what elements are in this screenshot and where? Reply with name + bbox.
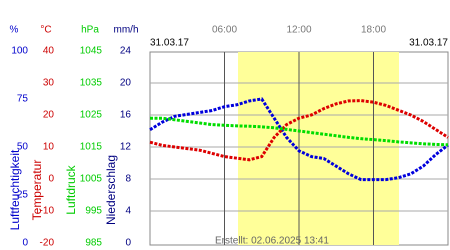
y-tick-label: 1025 bbox=[80, 110, 103, 121]
y-tick-label: 0 bbox=[22, 238, 28, 249]
axis-unit: % bbox=[10, 25, 19, 36]
y-tick-label: 1035 bbox=[80, 78, 103, 89]
y-tick-label: 1045 bbox=[80, 46, 103, 57]
y-tick-label: 0 bbox=[125, 238, 131, 249]
y-tick-label: 1015 bbox=[80, 142, 103, 153]
daylight bbox=[238, 52, 399, 245]
y-tick-label: 75 bbox=[17, 94, 29, 105]
y-tick-label: 30 bbox=[43, 78, 55, 89]
series-line bbox=[150, 116, 449, 147]
y-tick-label: 12 bbox=[120, 142, 132, 153]
series-line bbox=[149, 97, 449, 182]
series-line bbox=[149, 99, 449, 162]
y-tick-label: 50 bbox=[17, 142, 29, 153]
y-tick-label: 0 bbox=[48, 174, 54, 185]
x-tick-label: 18:00 bbox=[361, 25, 386, 36]
y-tick-label: 25 bbox=[17, 190, 29, 201]
x-tick-label: 06:00 bbox=[212, 25, 237, 36]
y-tick-label: 985 bbox=[85, 238, 102, 249]
x-tick-label: 12:00 bbox=[286, 25, 311, 36]
axis-unit: °C bbox=[40, 25, 51, 36]
axis-unit: hPa bbox=[81, 25, 99, 36]
y-tick-label: 24 bbox=[120, 46, 132, 57]
y-tick-label: 4 bbox=[125, 206, 131, 217]
axis-unit: mm/h bbox=[114, 25, 139, 36]
date-left: 31.03.17 bbox=[150, 38, 189, 49]
axis-title: Luftfeuchtigkeit bbox=[8, 149, 22, 230]
y-tick-label: 1005 bbox=[80, 174, 103, 185]
y-tick-label: -10 bbox=[40, 206, 55, 217]
axis-title: Niederschlag bbox=[104, 155, 118, 225]
y-tick-label: 20 bbox=[43, 110, 55, 121]
y-tick-label: 100 bbox=[11, 46, 28, 57]
y-tick-label: -20 bbox=[40, 238, 55, 249]
y-tick-label: 16 bbox=[120, 110, 132, 121]
y-tick-label: 40 bbox=[43, 46, 55, 57]
axis-title: Temperatur bbox=[30, 160, 44, 221]
axis-title: Luftdruck bbox=[64, 164, 78, 214]
y-tick-label: 995 bbox=[85, 206, 102, 217]
y-tick-label: 8 bbox=[125, 174, 131, 185]
y-tick-label: 20 bbox=[120, 78, 132, 89]
footer: Erstellt: 02.06.2025 13:41 bbox=[215, 236, 329, 247]
date-right: 31.03.17 bbox=[409, 38, 448, 49]
y-tick-label: 10 bbox=[43, 142, 55, 153]
